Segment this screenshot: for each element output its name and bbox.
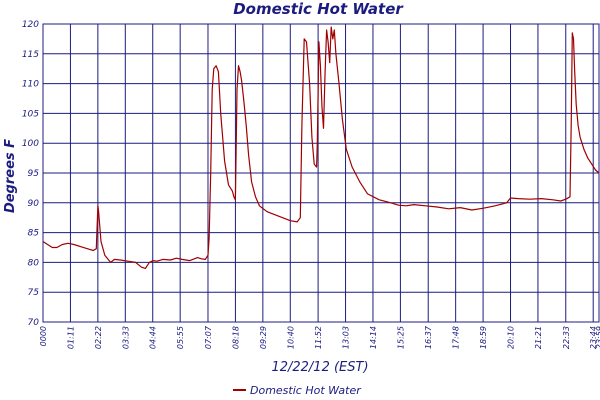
- x-tick-label: 02:22: [94, 326, 103, 349]
- x-tick-label: 04:44: [149, 326, 158, 349]
- x-axis-label: 12/22/12 (EST): [271, 360, 368, 375]
- x-tick-label: 20:10: [507, 326, 516, 349]
- y-axis-ticks: 70 75 80 85 90 95 100 105 110 115 120: [22, 20, 39, 328]
- x-tick-label: 0000: [39, 326, 48, 346]
- x-tick-label: 22:33: [562, 326, 571, 349]
- x-tick-label: 14:14: [369, 326, 378, 349]
- x-axis-ticks: 0000 01:11 02:22 03:33 04:44 05:55 07:07 08:18 0…: [39, 325, 600, 349]
- series-line-0: [42, 26, 600, 269]
- legend-label: Domestic Hot Water: [250, 384, 362, 397]
- y-tick-label: 105: [22, 109, 39, 119]
- x-tick-label: 03:33: [121, 326, 130, 349]
- x-tick-label: 23:59: [595, 326, 600, 349]
- legend: Domestic Hot Water: [233, 384, 362, 397]
- y-tick-label: 120: [22, 20, 39, 30]
- x-tick-label: 09:29: [259, 326, 268, 349]
- x-tick-label: 21:21: [534, 326, 543, 349]
- y-tick-label: 75: [28, 288, 40, 298]
- x-tick-label: 13:03: [342, 326, 351, 349]
- y-tick-label: 90: [28, 199, 40, 209]
- y-tick-label: 100: [22, 139, 39, 149]
- y-axis-label: Degrees F: [3, 139, 18, 213]
- y-tick-label: 115: [22, 50, 39, 60]
- x-tick-label: 07:07: [204, 325, 213, 349]
- grid: [42, 23, 600, 323]
- y-tick-label: 110: [22, 80, 39, 90]
- series-group: [42, 26, 600, 269]
- y-tick-label: 70: [28, 318, 40, 328]
- x-tick-label: 16:37: [424, 325, 433, 349]
- x-tick-label: 23:44: [589, 326, 598, 349]
- x-tick-label: 17:48: [452, 326, 461, 349]
- x-tick-label: 15:25: [396, 326, 405, 349]
- y-tick-label: 95: [28, 169, 40, 179]
- x-tick-label: 01:11: [66, 326, 75, 349]
- y-tick-label: 85: [28, 229, 40, 239]
- x-tick-label: 08:18: [231, 326, 240, 349]
- y-tick-label: 80: [28, 258, 40, 268]
- x-tick-label: 05:55: [176, 326, 185, 349]
- x-tick-label: 11:52: [314, 326, 323, 349]
- chart-title: Domestic Hot Water: [233, 0, 404, 18]
- x-tick-label: 10:40: [286, 326, 295, 349]
- x-tick-label: 18:59: [479, 326, 488, 349]
